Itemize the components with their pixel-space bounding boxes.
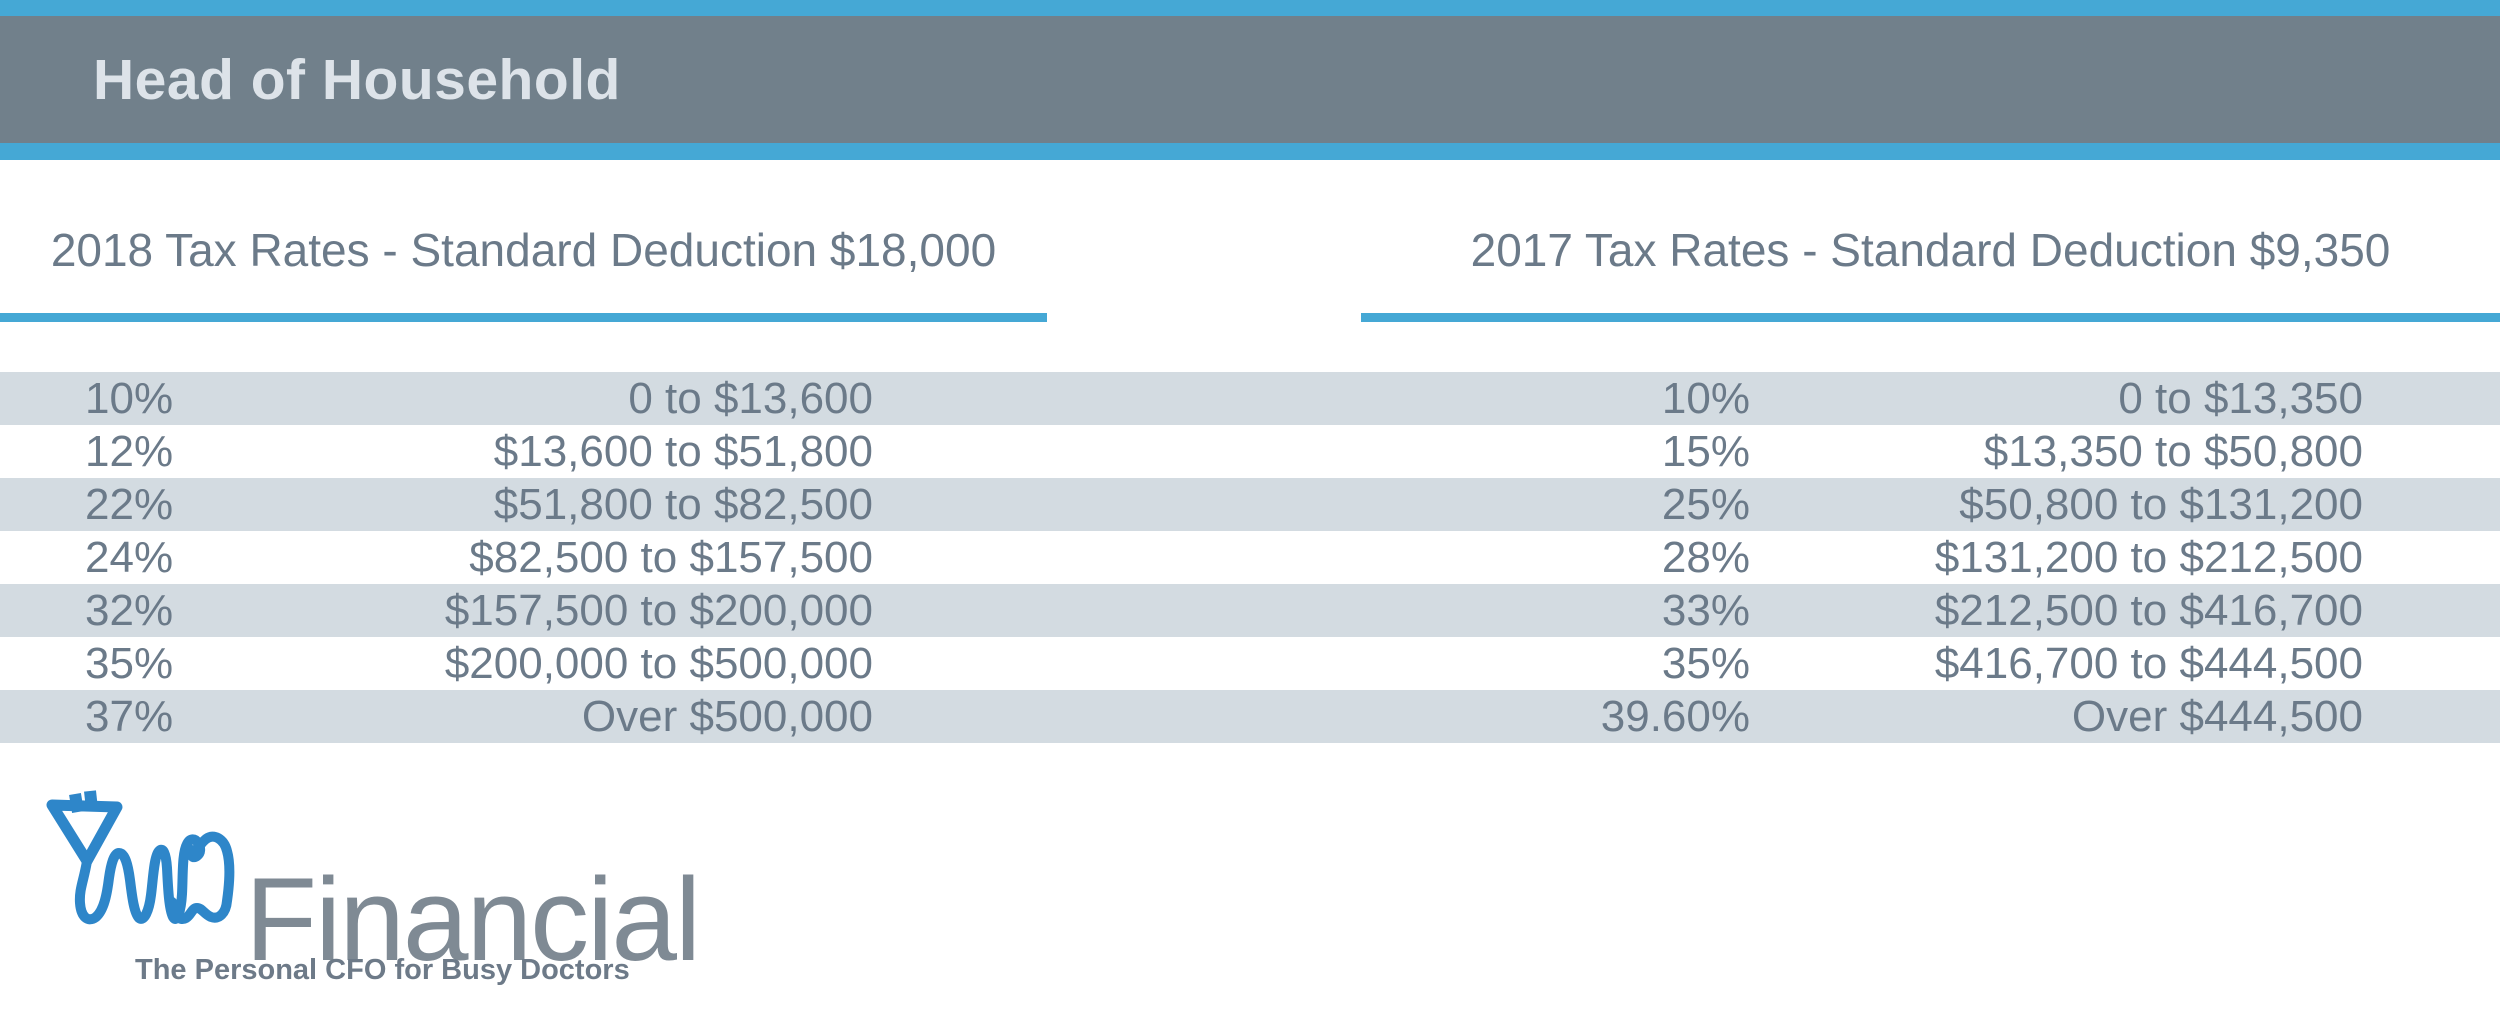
rate-2018: 37% (85, 692, 174, 741)
title-band: Head of Household (0, 16, 2500, 143)
logo-name: Financial (245, 854, 701, 986)
title-band-underline (0, 143, 2500, 160)
rate-2017: 28% (1661, 533, 1750, 582)
bracket-2018: $13,600 to $51,800 (493, 427, 873, 476)
rate-2018: 35% (85, 639, 174, 688)
rate-2017: 33% (1661, 586, 1750, 635)
rate-rows: 10% 0 to $13,600 10% 0 to $13,350 12% $13,600… (0, 372, 2500, 743)
rate-row: 24% $82,500 to $157,500 28% $131,200 to $21… (0, 531, 2500, 584)
bracket-2017: $50,800 to $131,200 (1959, 480, 2363, 529)
bracket-2018: $200,000 to $500,000 (444, 639, 873, 688)
rate-2017: 35% (1661, 639, 1750, 688)
bracket-2017: $416,700 to $444,500 (1934, 639, 2363, 688)
column-header-2017: 2017 Tax Rates - Standard Deduction $9,3… (1361, 205, 2500, 322)
bracket-2017: $212,500 to $416,700 (1934, 586, 2363, 635)
bracket-2018: $157,500 to $200,000 (444, 586, 873, 635)
rate-row: 32% $157,500 to $200,000 33% $212,500 to $4… (0, 584, 2500, 637)
rate-row: 12% $13,600 to $51,800 15% $13,350 to $50,8… (0, 425, 2500, 478)
rate-2018: 32% (85, 586, 174, 635)
bracket-2017: Over $444,500 (2071, 692, 2363, 741)
rate-2017: 25% (1661, 480, 1750, 529)
rate-2017: 10% (1661, 374, 1750, 423)
rate-2018: 12% (85, 427, 174, 476)
rate-row: 37% Over $500,000 39.60% Over $444,500 (0, 690, 2500, 743)
logo-tagline: The Personal CFO for Busy Doctors (135, 954, 630, 986)
top-accent-bar (0, 0, 2500, 16)
rate-row: 10% 0 to $13,600 10% 0 to $13,350 (0, 372, 2500, 425)
bracket-2018: $51,800 to $82,500 (493, 480, 873, 529)
rate-row: 22% $51,800 to $82,500 25% $50,800 to $131,… (0, 478, 2500, 531)
bracket-2018: $82,500 to $157,500 (469, 533, 873, 582)
stethoscope-tooth-icon (46, 790, 235, 925)
bracket-2017: $131,200 to $212,500 (1934, 533, 2363, 582)
rate-2018: 10% (85, 374, 174, 423)
rate-2018: 24% (85, 533, 174, 582)
column-header-2017-label: 2017 Tax Rates - Standard Deduction $9,3… (1470, 224, 2391, 276)
rate-2017: 15% (1661, 427, 1750, 476)
logo: Financial The Personal CFO for Busy Doct… (46, 790, 701, 1000)
bracket-2017: 0 to $13,350 (2118, 374, 2363, 423)
column-header-2018-label: 2018 Tax Rates - Standard Deduction $18,… (50, 224, 997, 276)
column-header-2018: 2018 Tax Rates - Standard Deduction $18,… (0, 205, 1047, 322)
bracket-2017: $13,350 to $50,800 (1983, 427, 2363, 476)
bracket-2018: 0 to $13,600 (628, 374, 873, 423)
rate-row: 35% $200,000 to $500,000 35% $416,700 to $4… (0, 637, 2500, 690)
bracket-2018: Over $500,000 (581, 692, 873, 741)
rate-2017: 39.60% (1600, 692, 1750, 741)
page-title: Head of Household (93, 47, 621, 112)
rate-2018: 22% (85, 480, 174, 529)
